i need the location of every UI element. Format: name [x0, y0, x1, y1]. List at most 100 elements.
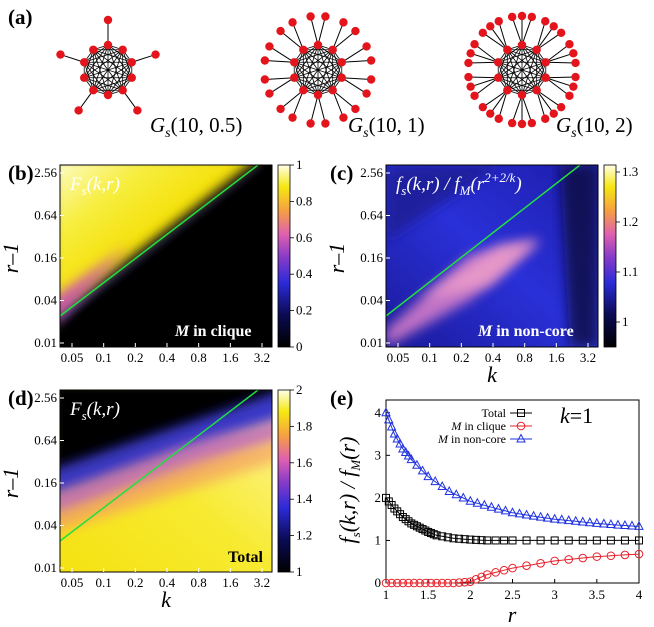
graph-leaf-node	[260, 56, 270, 65]
heatmap-c-ylabel: r–1	[324, 243, 349, 274]
graph-name-2-g: G	[348, 113, 363, 137]
graph-leaf-node	[464, 58, 473, 68]
graph-edge	[293, 77, 319, 96]
graph-leaf-node	[470, 40, 479, 49]
data-point	[606, 536, 615, 545]
colorbar-b	[277, 164, 291, 348]
colorbar-d	[277, 389, 291, 573]
data-point	[606, 551, 616, 561]
x-tick-label: 0.2	[127, 575, 143, 590]
data-point	[458, 492, 469, 502]
graph-leaf-node	[466, 82, 475, 91]
data-point	[528, 510, 539, 520]
graph-leaf-edge	[310, 94, 319, 124]
graph-edge	[92, 49, 109, 96]
data-point	[549, 513, 560, 523]
graph-leaf-edge	[536, 89, 555, 114]
graph-leaf-node	[265, 42, 274, 51]
graph-leaf-node	[133, 106, 142, 115]
formula-c-m: M	[459, 183, 472, 198]
graph-name-3-g: G	[556, 113, 571, 137]
data-point	[443, 578, 453, 588]
data-point	[415, 523, 424, 532]
x-tick-label: 1	[383, 587, 390, 602]
data-point	[522, 561, 531, 570]
graph-drawings	[56, 11, 580, 129]
graph-leaf-node	[464, 72, 473, 82]
graph-3	[464, 11, 580, 129]
y-tick-label: 0.01	[360, 335, 383, 350]
data-point	[412, 459, 422, 469]
series-line	[385, 412, 640, 527]
x-tick-label: 2.5	[504, 587, 520, 602]
x-tick-label: 0.05	[387, 350, 410, 365]
data-point	[563, 515, 574, 525]
graph-edge	[303, 77, 342, 91]
graph-core-node	[328, 45, 337, 54]
heatmap-d-boundary-line	[60, 390, 259, 542]
data-point	[514, 508, 525, 518]
data-point	[432, 531, 441, 540]
colorbar-tick-label: 1.2	[622, 214, 638, 229]
graph-core-node	[80, 73, 89, 82]
y-tick-label: 0.16	[34, 475, 57, 490]
colorbar-tick-label: 0.4	[296, 266, 313, 281]
graph-leaf-node	[494, 17, 503, 26]
x-tick-label: 1.6	[222, 350, 239, 365]
formula-c-r: (r	[470, 174, 484, 195]
graph-leaf-edge	[521, 94, 533, 124]
x-tick-label: 2	[467, 587, 474, 602]
graph-core-node	[127, 58, 136, 67]
graph-leaf-node	[571, 72, 580, 82]
y-tick-label: 3	[375, 447, 382, 462]
data-point	[455, 534, 464, 543]
y-tick-label: 2.56	[360, 165, 383, 180]
data-point	[426, 578, 436, 588]
graph-leaf-node	[103, 15, 113, 25]
graph-edge	[93, 49, 133, 79]
data-point	[500, 536, 509, 545]
graph-leaf-edge	[317, 16, 326, 46]
graph-leaf-node	[351, 26, 360, 36]
data-point	[479, 499, 490, 509]
graph-edge	[506, 49, 523, 96]
legend-label-rest: in clique	[461, 419, 506, 433]
graph-core-node	[299, 45, 308, 54]
graph-leaf-edge	[332, 22, 344, 50]
data-point	[392, 578, 402, 588]
data-point	[454, 578, 464, 587]
formula-d-args: (k,r)	[87, 399, 120, 420]
data-point	[415, 578, 425, 588]
data-point	[432, 578, 441, 588]
x-tick-label: 4	[636, 587, 643, 602]
data-point	[635, 536, 643, 545]
data-point	[471, 575, 481, 584]
heatmap-b-formula: Fs(k,r)	[69, 174, 120, 198]
graph-core-node	[313, 40, 323, 50]
y-tick-label: 2	[375, 490, 382, 505]
graph-leaf-edge	[474, 43, 499, 63]
x-tick-label: 0.4	[159, 350, 176, 365]
graph-leaf-node	[478, 102, 488, 112]
y-tick-label: 0.04	[34, 518, 57, 533]
graph-leaf-node	[549, 109, 558, 118]
graph-leaf-node	[571, 58, 580, 68]
graph-leaf-node	[339, 18, 348, 27]
graph-leaf-node	[494, 114, 503, 123]
data-point	[613, 519, 623, 529]
heatmap-b-ticks: 2.56 0.64 0.16 0.04 0.01 0.05 0.1 0.2 0.4 0.8 1.6 3…	[34, 165, 270, 365]
graph-edge	[521, 62, 547, 96]
data-point	[383, 414, 394, 424]
heatmap-d-formula: Fs(k,r)	[69, 399, 120, 423]
graph-edge	[497, 49, 508, 78]
colorbar-c-ticks: 1.3 1.2 1.1 1	[616, 164, 638, 329]
graph-leaf-edge	[292, 90, 304, 118]
graph-core-node	[337, 73, 346, 82]
data-point	[465, 495, 476, 505]
panel-e-label: (e)	[330, 386, 353, 410]
data-point	[417, 465, 428, 475]
graph-edge	[83, 44, 109, 78]
graph-core-node	[290, 73, 299, 82]
graph-leaf-node	[265, 89, 274, 98]
